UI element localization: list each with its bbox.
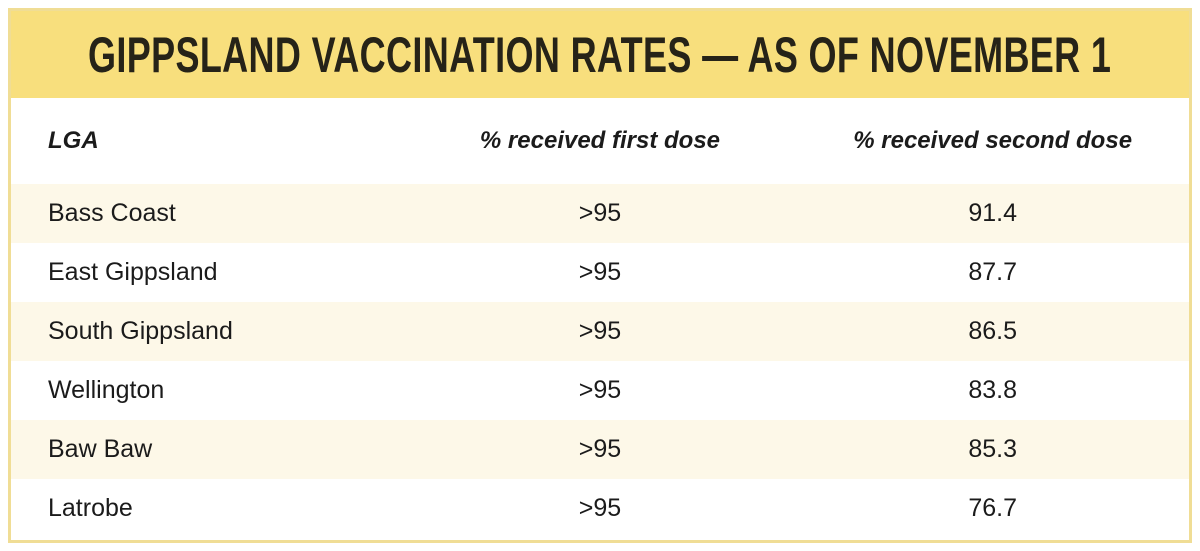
second-dose-cell: 86.5: [968, 317, 1017, 345]
first-dose-cell: >95: [578, 199, 622, 227]
table-row: South Gippsland >95 86.5: [11, 302, 1189, 361]
lga-cell: East Gippsland: [48, 258, 218, 286]
second-dose-cell: 85.3: [968, 435, 1017, 463]
first-dose-cell: >95: [578, 376, 622, 404]
table-head: LGA % received first dose % received sec…: [11, 98, 1189, 184]
table-row: Baw Baw >95 85.3: [11, 420, 1189, 479]
table-row: Wellington >95 83.8: [11, 361, 1189, 420]
second-dose-cell: 87.7: [968, 258, 1017, 286]
first-dose-cell: >95: [578, 435, 622, 463]
first-dose-cell: >95: [578, 317, 622, 345]
lga-cell: South Gippsland: [48, 317, 233, 345]
table-row: Latrobe >95 76.7: [11, 479, 1189, 538]
column-header-lga: LGA: [48, 127, 99, 154]
vaccination-table-card: GIPPSLAND VACCINATION RATES — AS OF NOVE…: [8, 8, 1192, 543]
table-row: Bass Coast >95 91.4: [11, 184, 1189, 243]
header-row: LGA % received first dose % received sec…: [11, 98, 1189, 184]
second-dose-cell: 76.7: [968, 494, 1017, 522]
infographic-title: GIPPSLAND VACCINATION RATES — AS OF NOVE…: [88, 26, 1112, 83]
title-banner: GIPPSLAND VACCINATION RATES — AS OF NOVE…: [11, 11, 1189, 98]
second-dose-cell: 91.4: [968, 199, 1017, 227]
column-header-first-dose: % received first dose: [479, 127, 721, 154]
lga-cell: Bass Coast: [48, 199, 176, 227]
first-dose-cell: >95: [578, 258, 622, 286]
lga-cell: Latrobe: [48, 494, 133, 522]
table-body: Bass Coast >95 91.4 East Gippsland >95 8…: [11, 184, 1189, 538]
second-dose-cell: 83.8: [968, 376, 1017, 404]
vaccination-table: LGA % received first dose % received sec…: [11, 98, 1189, 538]
first-dose-cell: >95: [578, 494, 622, 522]
table-row: East Gippsland >95 87.7: [11, 243, 1189, 302]
lga-cell: Baw Baw: [48, 435, 153, 463]
lga-cell: Wellington: [48, 376, 165, 404]
column-header-second-dose: % received second dose: [853, 127, 1133, 154]
